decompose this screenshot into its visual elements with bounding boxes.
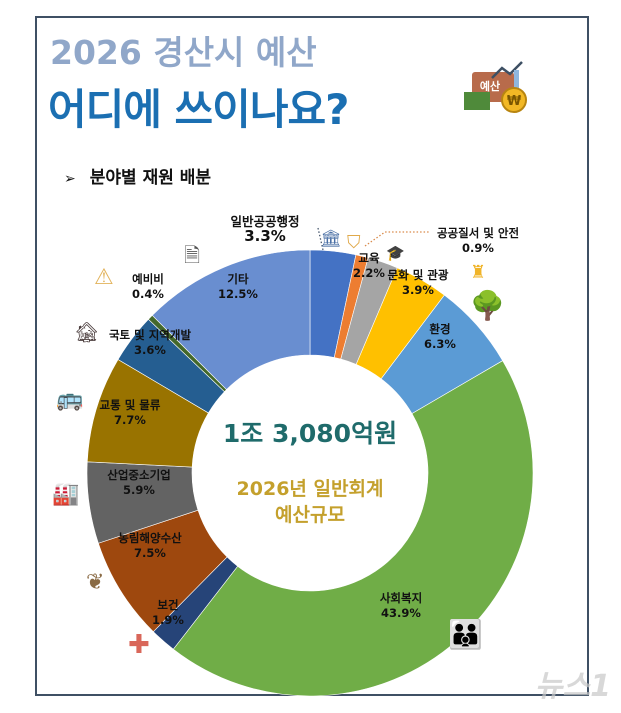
category-name: 사회복지 xyxy=(379,591,423,605)
tree-icon: 🌳 xyxy=(470,289,505,322)
leader-line xyxy=(364,231,430,247)
category-value: 7.7% xyxy=(114,413,146,427)
segment-label: 농림해양수산 7.5% xyxy=(118,531,181,561)
category-value: 7.5% xyxy=(134,546,166,560)
segment-label: 교육 2.2% xyxy=(353,251,385,281)
segment-label: 환경 6.3% xyxy=(424,322,456,352)
segment-label: 일반공공행정 3.3% xyxy=(230,214,299,244)
title-line2: 어디에 쓰이나요? xyxy=(48,85,349,134)
segment-label: 교통 및 물류 7.7% xyxy=(100,398,161,428)
arrow-icon: ➢ xyxy=(64,171,76,187)
total-budget: 1조 3,080억원 xyxy=(222,419,398,448)
leader-line xyxy=(317,227,324,251)
budget-money-icon: ₩ 예산 xyxy=(464,61,527,113)
segment-label: 예비비 0.4% xyxy=(132,272,164,302)
budget-caption: 2026년 일반회계 예산규모 xyxy=(236,478,384,526)
category-name: 예비비 xyxy=(132,272,164,286)
segment-label: 산업중소기업 5.9% xyxy=(107,468,170,498)
segment-label: 사회복지 43.9% xyxy=(380,591,422,621)
category-name: 농림해양수산 xyxy=(118,531,182,545)
category-value: 3.6% xyxy=(134,343,166,357)
category-value: 6.3% xyxy=(424,337,456,351)
badge-text: 예산 xyxy=(480,79,500,93)
factory-icon: 🏭 xyxy=(52,482,80,507)
segment-label: 국토 및 지역개발 3.6% xyxy=(109,328,191,358)
category-value: 3.9% xyxy=(402,283,434,297)
donut-segment-5 xyxy=(172,360,534,697)
segment-label: 보건 1.9% xyxy=(152,598,184,628)
graduation-cap-icon: 🎓 xyxy=(386,244,405,262)
medical-cross-icon: ✚ xyxy=(128,630,150,660)
segment-label: 공공질서 및 안전 0.9% xyxy=(437,226,519,256)
category-value: 2.2% xyxy=(353,266,385,280)
category-value: 5.9% xyxy=(123,483,155,497)
donut-segment-12 xyxy=(151,249,311,390)
category-name: 산업중소기업 xyxy=(107,468,171,482)
segment-label: 기타 12.5% xyxy=(218,272,258,302)
category-value: 0.4% xyxy=(132,287,164,301)
category-name: 보건 xyxy=(157,598,179,612)
category-name: 기타 xyxy=(227,272,249,286)
pagoda-icon: ♜ xyxy=(470,262,487,283)
family-icon: 👪 xyxy=(448,618,483,651)
category-value: 3.3% xyxy=(244,227,286,245)
category-name: 국토 및 지역개발 xyxy=(108,328,192,342)
category-value: 43.9% xyxy=(381,606,421,620)
category-name: 교육 xyxy=(358,251,380,265)
document-icon: 🗎 xyxy=(184,243,201,267)
category-value: 1.9% xyxy=(152,613,184,627)
news1-watermark: 뉴스1 xyxy=(534,669,611,704)
shield-icon: ⛉ xyxy=(347,232,361,253)
section-title: ➢ 분야별 재원 배분 xyxy=(64,168,212,188)
category-name: 일반공공행정 xyxy=(230,214,300,229)
category-name: 문화 및 관광 xyxy=(387,268,449,282)
title-line1: 2026 경산시 예산 xyxy=(50,33,317,72)
svg-text:₩: ₩ xyxy=(507,94,522,109)
category-value: 0.9% xyxy=(462,241,494,255)
building-icon: 🏚 xyxy=(74,320,100,344)
warning-icon: ⚠ xyxy=(94,265,114,290)
category-value: 12.5% xyxy=(218,287,258,301)
bank-icon: 🏛 xyxy=(320,229,342,249)
category-name: 교통 및 물류 xyxy=(99,398,161,412)
category-name: 공공질서 및 안전 xyxy=(436,226,520,240)
sprout-icon: ❦ xyxy=(86,570,105,595)
bus-icon: 🚌 xyxy=(56,387,84,412)
segment-label: 문화 및 관광 3.9% xyxy=(388,268,449,298)
category-name: 환경 xyxy=(429,322,451,336)
